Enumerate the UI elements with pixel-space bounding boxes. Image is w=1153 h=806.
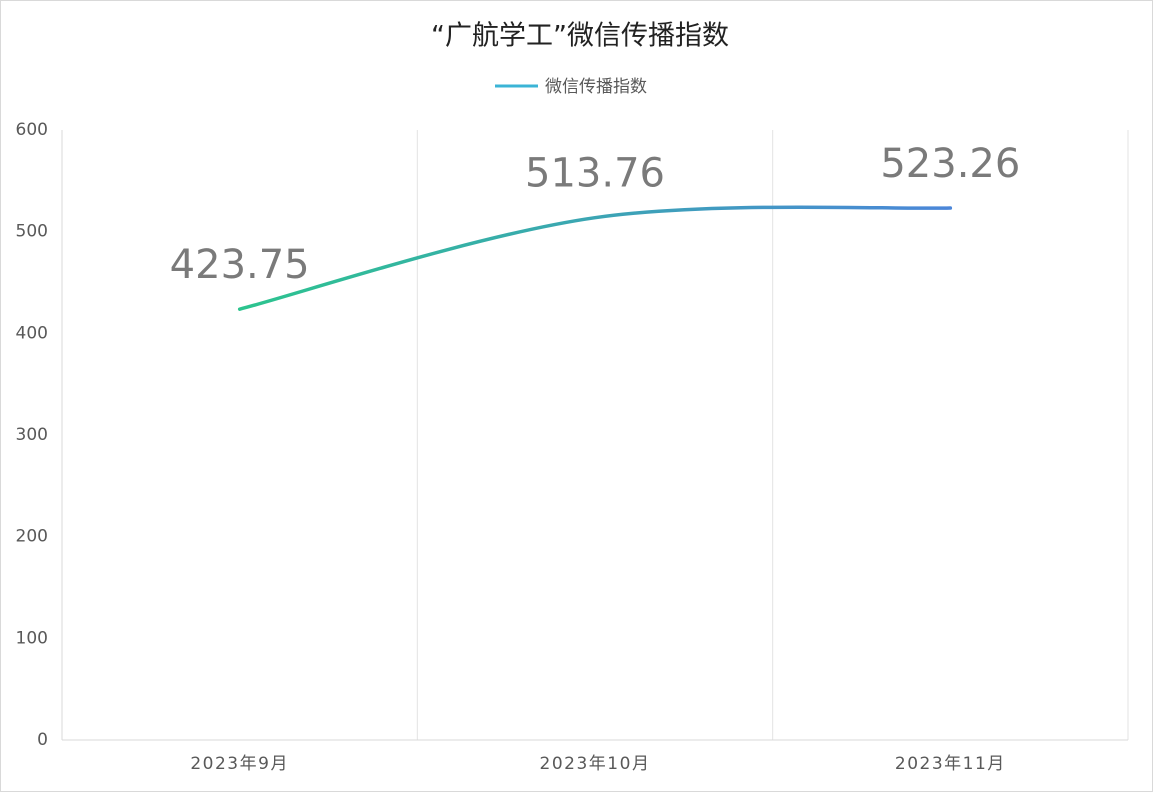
y-tick-label: 400: [16, 323, 48, 343]
y-tick-label: 0: [37, 730, 48, 750]
chart-title: “广航学工”微信传播指数: [431, 21, 729, 52]
y-tick-label: 600: [16, 120, 48, 140]
x-tick-label: 2023年11月: [895, 754, 1006, 774]
data-label: 423.75: [170, 242, 310, 288]
line: [237, 205, 953, 311]
legend-label: 微信传播指数: [545, 77, 647, 97]
x-tick-label: 2023年9月: [190, 754, 289, 774]
data-label: 513.76: [525, 151, 665, 197]
data-label: 523.26: [880, 141, 1020, 187]
y-tick-label: 300: [16, 425, 48, 445]
y-tick-label: 100: [16, 628, 48, 648]
y-tick-label: 500: [16, 222, 48, 242]
x-tick-label: 2023年10月: [540, 754, 651, 774]
y-tick-label: 200: [16, 527, 48, 547]
